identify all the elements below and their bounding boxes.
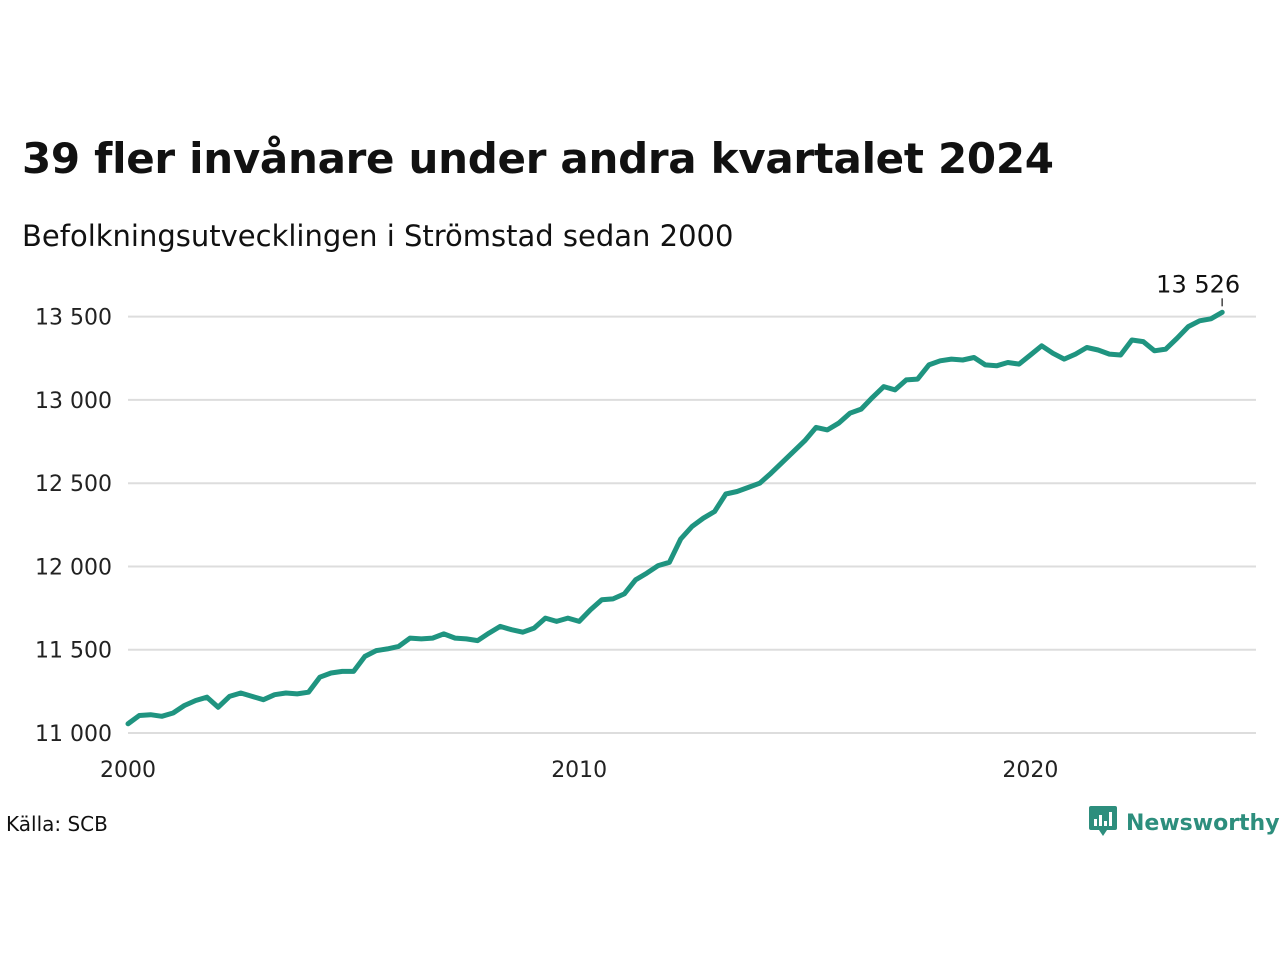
x-tick-label: 2020 bbox=[1002, 758, 1058, 783]
x-axis-tick-labels: 2000 2010 2020 bbox=[100, 758, 1058, 783]
chart-subtitle: Befolkningsutvecklingen i Strömstad seda… bbox=[22, 219, 734, 253]
x-tick-label: 2010 bbox=[551, 758, 607, 783]
chart-title: 39 fler invånare under andra kvartalet 2… bbox=[22, 134, 1054, 183]
y-tick-label: 12 500 bbox=[35, 472, 112, 497]
grid-lines bbox=[128, 315, 1256, 734]
source-note: Källa: SCB bbox=[6, 812, 108, 836]
y-tick-label: 12 000 bbox=[35, 555, 112, 580]
annotation-layer: 13 526 bbox=[1156, 270, 1240, 307]
y-tick-label: 11 500 bbox=[35, 639, 112, 664]
x-tick-label: 2000 bbox=[100, 758, 156, 783]
y-tick-label: 11 000 bbox=[35, 722, 112, 747]
y-tick-label: 13 000 bbox=[35, 389, 112, 414]
bar-chart-speech-bubble-icon bbox=[1088, 804, 1118, 842]
y-axis-tick-labels: 11 000 11 500 12 000 12 500 13 000 13 500 bbox=[35, 306, 112, 747]
series-layer bbox=[125, 309, 1225, 727]
series-line bbox=[125, 309, 1225, 727]
y-tick-label: 13 500 bbox=[35, 306, 112, 331]
brand-name: Newsworthy bbox=[1126, 810, 1280, 836]
brand-logo: Newsworthy bbox=[1088, 804, 1280, 842]
end-value-label: 13 526 bbox=[1156, 270, 1240, 298]
